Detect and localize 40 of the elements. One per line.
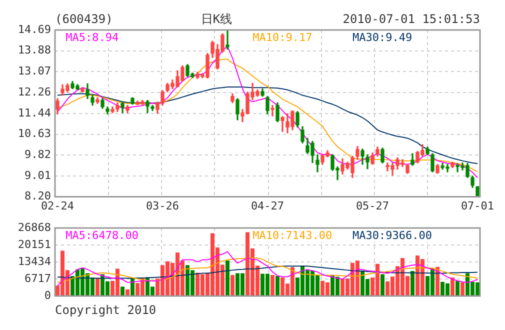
bar: [130, 278, 134, 296]
bar: [230, 274, 234, 296]
bar: [450, 278, 454, 296]
x-tick-label: 04-27: [250, 199, 284, 212]
y-tick-label: 13.07: [18, 64, 51, 78]
y-tick-label: 11.44: [18, 106, 52, 120]
y-tick-label: 14.69: [18, 22, 51, 36]
series-label: MA10:7143.00: [252, 229, 332, 242]
text: 2010-07-01 15:01:53: [342, 12, 480, 26]
bar: [270, 274, 274, 296]
bar: [380, 274, 384, 296]
x-tick-label: 03-26: [146, 199, 180, 212]
y-tick-label: 12.26: [18, 85, 51, 98]
text: MA5:8.94: [66, 31, 119, 44]
chart-title: 日K线: [200, 12, 232, 26]
text: MA30:9.49: [352, 31, 412, 44]
text: MA30:9366.00: [352, 229, 432, 242]
bar: [460, 282, 464, 296]
bar: [96, 278, 100, 296]
y-tick-label: 0: [44, 288, 51, 302]
y-tick-label: 9.82: [24, 148, 51, 162]
y-tick-label: 13434: [18, 254, 52, 268]
bar: [456, 280, 460, 296]
bar: [120, 286, 124, 296]
x-tick-label: 05-27: [356, 199, 390, 212]
bar: [226, 260, 230, 296]
y-tick-label: 10.63: [18, 127, 51, 140]
y-tick-label: 9.01: [24, 168, 51, 182]
text: MA5:6478.00: [66, 229, 138, 242]
y-tick-label: 26868: [18, 220, 51, 234]
bar: [276, 276, 280, 296]
text: MA10:9.17: [252, 31, 312, 44]
y-tick-label: 6717: [24, 272, 51, 285]
y-tick-label: 13.88: [18, 44, 51, 57]
text: Copyright 2010: [55, 303, 156, 317]
x-tick-label: 07-01: [460, 199, 494, 212]
text: (600439): [55, 12, 113, 26]
bar: [126, 289, 130, 296]
bar: [410, 270, 414, 296]
y-tick-label: 20151: [18, 238, 51, 251]
